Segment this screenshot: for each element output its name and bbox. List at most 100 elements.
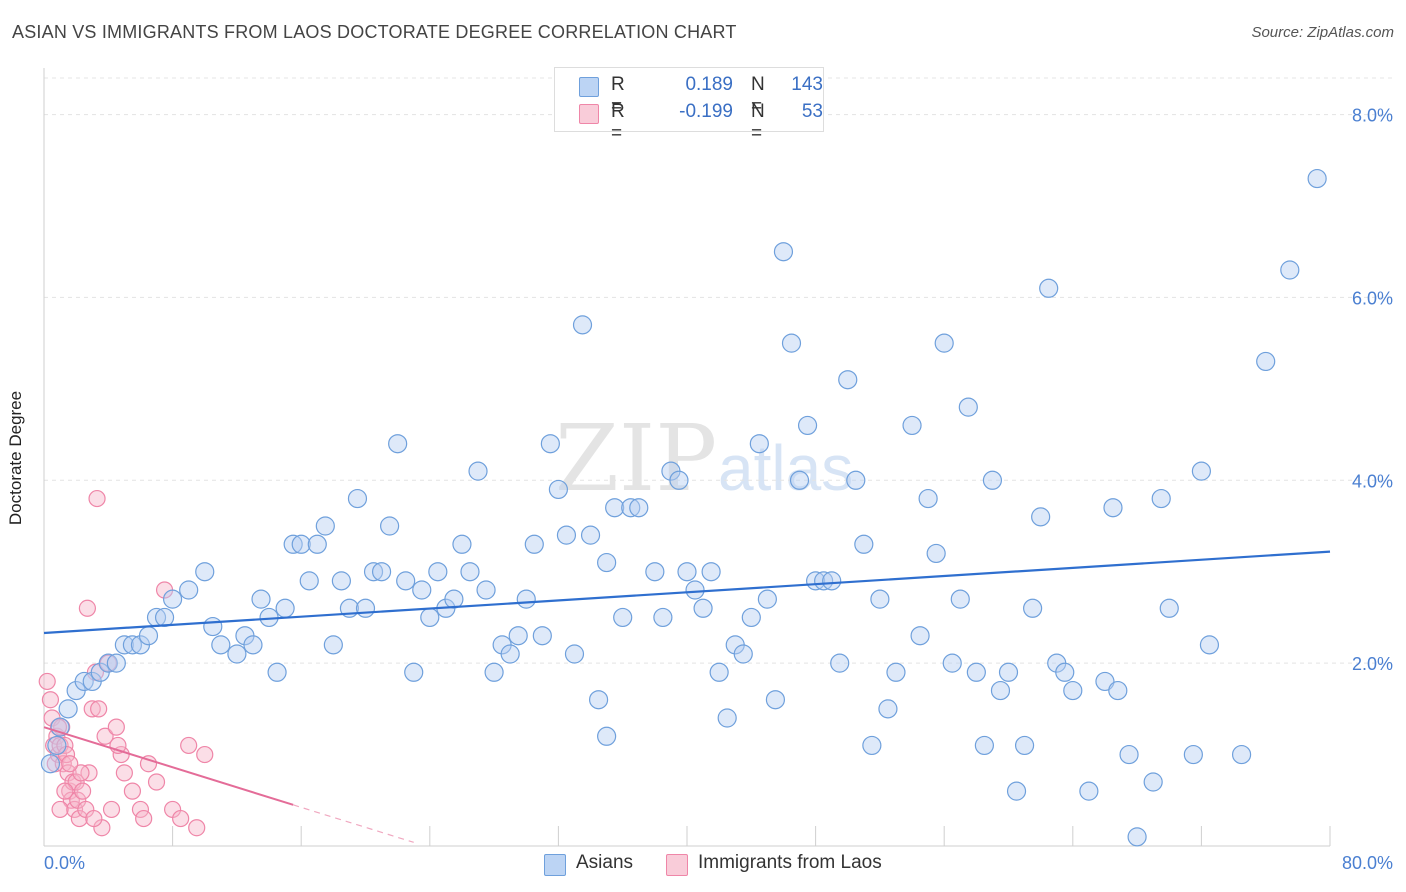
asians-point bbox=[934, 333, 954, 353]
asians-trend-line bbox=[43, 550, 1331, 635]
laos-point bbox=[41, 691, 60, 709]
series-asians bbox=[40, 168, 1327, 847]
asians-point bbox=[1199, 635, 1220, 655]
asians-point bbox=[275, 598, 295, 618]
asians-point bbox=[990, 680, 1011, 701]
n-label: N = bbox=[751, 74, 765, 117]
asians-point bbox=[854, 534, 874, 554]
asians-point bbox=[315, 516, 335, 536]
y-tick-label: 2.0% bbox=[1352, 654, 1393, 674]
laos-trend-extension bbox=[292, 804, 414, 843]
asians-point bbox=[114, 635, 134, 655]
legend-label-asians: Asians bbox=[576, 852, 634, 873]
asians-point bbox=[1039, 278, 1059, 298]
asians-point bbox=[629, 498, 649, 518]
asians-point bbox=[154, 607, 175, 628]
asians-point bbox=[331, 571, 351, 591]
laos-point bbox=[67, 773, 85, 791]
asians-point bbox=[701, 562, 721, 582]
laos-point bbox=[115, 764, 133, 782]
asians-point bbox=[822, 571, 842, 591]
laos-point bbox=[61, 755, 79, 773]
y-tick-label: 6.0% bbox=[1352, 288, 1393, 308]
asians-point bbox=[58, 699, 78, 719]
laos-point bbox=[172, 809, 190, 828]
asians-point bbox=[452, 534, 472, 554]
legend-swatch-asians bbox=[579, 77, 599, 97]
asians-point bbox=[605, 498, 625, 518]
laos-point bbox=[72, 764, 90, 782]
laos-point bbox=[54, 755, 72, 773]
asians-point bbox=[580, 525, 601, 545]
asians-point bbox=[74, 671, 94, 692]
asians-point bbox=[106, 653, 126, 673]
laos-point bbox=[51, 800, 69, 819]
asians-point bbox=[886, 662, 906, 682]
asians-point bbox=[958, 397, 978, 417]
laos-point bbox=[196, 745, 214, 764]
asians-point bbox=[1143, 772, 1163, 792]
legend-label-laos: Immigrants from Laos bbox=[698, 852, 882, 873]
asians-point bbox=[1119, 744, 1139, 765]
asians-point bbox=[749, 434, 769, 454]
asians-point bbox=[765, 690, 786, 710]
asians-point bbox=[870, 589, 890, 609]
y-tick-label: 8.0% bbox=[1352, 106, 1393, 126]
asians-point bbox=[1191, 461, 1212, 481]
laos-point bbox=[123, 782, 142, 800]
n-value: 143 bbox=[791, 74, 823, 95]
y-tick-label: 4.0% bbox=[1352, 471, 1393, 491]
laos-point bbox=[73, 782, 92, 800]
asians-point bbox=[669, 470, 689, 490]
x-tick-label: 80.0% bbox=[1342, 853, 1393, 873]
r-value: -0.199 bbox=[679, 101, 733, 122]
asians-point bbox=[950, 589, 970, 609]
asians-point bbox=[371, 562, 392, 582]
asians-point bbox=[1014, 735, 1035, 756]
asians-point bbox=[814, 571, 834, 591]
watermark: ZIP atlas bbox=[555, 405, 853, 512]
asians-point bbox=[597, 726, 617, 746]
asians-point bbox=[862, 735, 882, 756]
asians-point bbox=[251, 589, 271, 609]
asians-point bbox=[412, 580, 432, 600]
asians-point bbox=[621, 498, 641, 518]
asians-point bbox=[1307, 168, 1327, 189]
asians-point bbox=[998, 662, 1019, 682]
laos-point bbox=[139, 755, 158, 773]
asians-point bbox=[47, 735, 67, 756]
asians-point bbox=[974, 735, 994, 756]
r-value: 0.189 bbox=[685, 74, 733, 95]
laos-point bbox=[78, 599, 97, 617]
asians-point bbox=[428, 562, 448, 582]
laos-point bbox=[102, 800, 121, 819]
asians-point bbox=[420, 607, 440, 628]
asians-point bbox=[468, 461, 488, 481]
asians-point bbox=[476, 580, 496, 600]
laos-point bbox=[188, 819, 206, 837]
asians-point bbox=[40, 754, 61, 774]
asians-point bbox=[291, 534, 311, 554]
asians-point bbox=[1031, 507, 1051, 527]
watermark-zip: ZIP bbox=[555, 405, 717, 512]
asians-point bbox=[830, 653, 850, 673]
asians-point bbox=[556, 525, 577, 545]
asians-point bbox=[709, 662, 729, 682]
r-label: R = bbox=[611, 101, 625, 144]
asians-point bbox=[653, 607, 673, 628]
laos-point bbox=[85, 809, 103, 828]
asians-point bbox=[1280, 260, 1300, 280]
asians-point bbox=[548, 479, 569, 500]
asians-point bbox=[757, 589, 777, 609]
asians-point bbox=[645, 562, 665, 582]
asians-point bbox=[363, 562, 384, 582]
laos-point bbox=[83, 700, 101, 718]
n-value: 53 bbox=[801, 101, 823, 122]
asians-point bbox=[500, 644, 520, 664]
asians-point bbox=[588, 690, 609, 710]
source-credit: Source: ZipAtlas.com bbox=[1251, 24, 1394, 41]
asians-point bbox=[388, 434, 408, 454]
asians-point bbox=[283, 534, 303, 554]
asians-point bbox=[404, 662, 424, 682]
